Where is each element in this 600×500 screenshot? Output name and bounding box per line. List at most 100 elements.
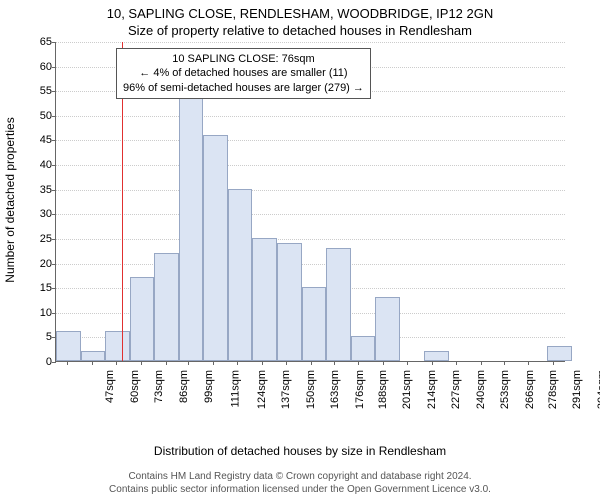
gridline-h — [56, 165, 565, 166]
ytick-mark — [52, 140, 56, 141]
ytick-label: 45 — [12, 134, 52, 146]
ytick-mark — [52, 91, 56, 92]
xtick-mark — [311, 361, 312, 365]
xtick-mark — [262, 361, 263, 365]
xtick-label: 137sqm — [280, 370, 292, 409]
histogram-bar — [203, 135, 228, 361]
gridline-h — [56, 239, 565, 240]
xtick-mark — [407, 361, 408, 365]
xtick-mark — [67, 361, 68, 365]
histogram-bar — [326, 248, 351, 361]
xtick-label: 47sqm — [104, 370, 116, 403]
gridline-h — [56, 190, 565, 191]
xtick-mark — [481, 361, 482, 365]
xtick-mark — [286, 361, 287, 365]
chart-container: 10, SAPLING CLOSE, RENDLESHAM, WOODBRIDG… — [0, 0, 600, 500]
xtick-label: 99sqm — [203, 370, 215, 403]
xtick-mark — [188, 361, 189, 365]
histogram-bar — [81, 351, 106, 361]
histogram-bar — [228, 189, 253, 361]
ytick-mark — [52, 165, 56, 166]
annot-line2: ← 4% of detached houses are smaller (11) — [123, 66, 364, 80]
ytick-label: 15 — [12, 282, 52, 294]
ytick-mark — [52, 313, 56, 314]
xtick-label: 163sqm — [330, 370, 342, 409]
histogram-bar — [424, 351, 449, 361]
histogram-bar — [105, 331, 130, 361]
histogram-bar — [351, 336, 376, 361]
xtick-label: 253sqm — [500, 370, 512, 409]
histogram-bar — [547, 346, 572, 361]
ytick-mark — [52, 362, 56, 363]
xtick-label: 214sqm — [426, 370, 438, 409]
ytick-mark — [52, 288, 56, 289]
xtick-mark — [456, 361, 457, 365]
ytick-label: 5 — [12, 331, 52, 343]
xtick-mark — [92, 361, 93, 365]
histogram-bar — [179, 90, 204, 361]
xtick-label: 150sqm — [305, 370, 317, 409]
xtick-mark — [237, 361, 238, 365]
ytick-mark — [52, 214, 56, 215]
xtick-label: 291sqm — [571, 370, 583, 409]
ytick-label: 20 — [12, 258, 52, 270]
xtick-label: 73sqm — [153, 370, 165, 403]
xtick-label: 86sqm — [178, 370, 190, 403]
gridline-h — [56, 214, 565, 215]
ytick-mark — [52, 67, 56, 68]
xtick-mark — [213, 361, 214, 365]
xtick-label: 266sqm — [524, 370, 536, 409]
xtick-label: 201sqm — [401, 370, 413, 409]
annotation-box: 10 SAPLING CLOSE: 76sqm ← 4% of detached… — [116, 48, 371, 99]
ytick-mark — [52, 116, 56, 117]
ytick-mark — [52, 239, 56, 240]
ytick-label: 40 — [12, 159, 52, 171]
histogram-bar — [56, 331, 81, 361]
histogram-bar — [302, 287, 327, 361]
ytick-label: 35 — [12, 184, 52, 196]
ytick-label: 55 — [12, 85, 52, 97]
ytick-label: 25 — [12, 233, 52, 245]
xtick-mark — [432, 361, 433, 365]
histogram-bar — [252, 238, 277, 361]
xtick-mark — [358, 361, 359, 365]
ytick-label: 60 — [12, 61, 52, 73]
ytick-mark — [52, 190, 56, 191]
ytick-label: 30 — [12, 208, 52, 220]
annot-line1: 10 SAPLING CLOSE: 76sqm — [123, 52, 364, 66]
xtick-label: 278sqm — [547, 370, 559, 409]
attrib-line1: Contains HM Land Registry data © Crown c… — [0, 470, 600, 483]
xtick-label: 188sqm — [377, 370, 389, 409]
xtick-mark — [553, 361, 554, 365]
xtick-label: 304sqm — [596, 370, 600, 409]
gridline-h — [56, 42, 565, 43]
xtick-label: 240sqm — [475, 370, 487, 409]
ytick-label: 65 — [12, 36, 52, 48]
xtick-mark — [166, 361, 167, 365]
ytick-label: 10 — [12, 307, 52, 319]
xtick-mark — [116, 361, 117, 365]
x-axis-label: Distribution of detached houses by size … — [0, 444, 600, 458]
histogram-bar — [130, 277, 155, 361]
ytick-mark — [52, 264, 56, 265]
histogram-bar — [277, 243, 302, 361]
ytick-label: 50 — [12, 110, 52, 122]
xtick-label: 176sqm — [354, 370, 366, 409]
xtick-label: 60sqm — [129, 370, 141, 403]
xtick-label: 124sqm — [256, 370, 268, 409]
attrib-line2: Contains public sector information licen… — [0, 483, 600, 496]
attribution: Contains HM Land Registry data © Crown c… — [0, 470, 600, 496]
histogram-bar — [154, 253, 179, 361]
xtick-label: 111sqm — [230, 370, 242, 408]
chart-title-desc: Size of property relative to detached ho… — [0, 23, 600, 38]
xtick-mark — [383, 361, 384, 365]
ytick-mark — [52, 42, 56, 43]
xtick-mark — [528, 361, 529, 365]
gridline-h — [56, 140, 565, 141]
annot-line3: 96% of semi-detached houses are larger (… — [123, 81, 364, 95]
xtick-mark — [141, 361, 142, 365]
ytick-label: 0 — [12, 356, 52, 368]
gridline-h — [56, 116, 565, 117]
histogram-bar — [375, 297, 400, 361]
plot-area: 0510152025303540455055606547sqm60sqm73sq… — [55, 42, 565, 362]
